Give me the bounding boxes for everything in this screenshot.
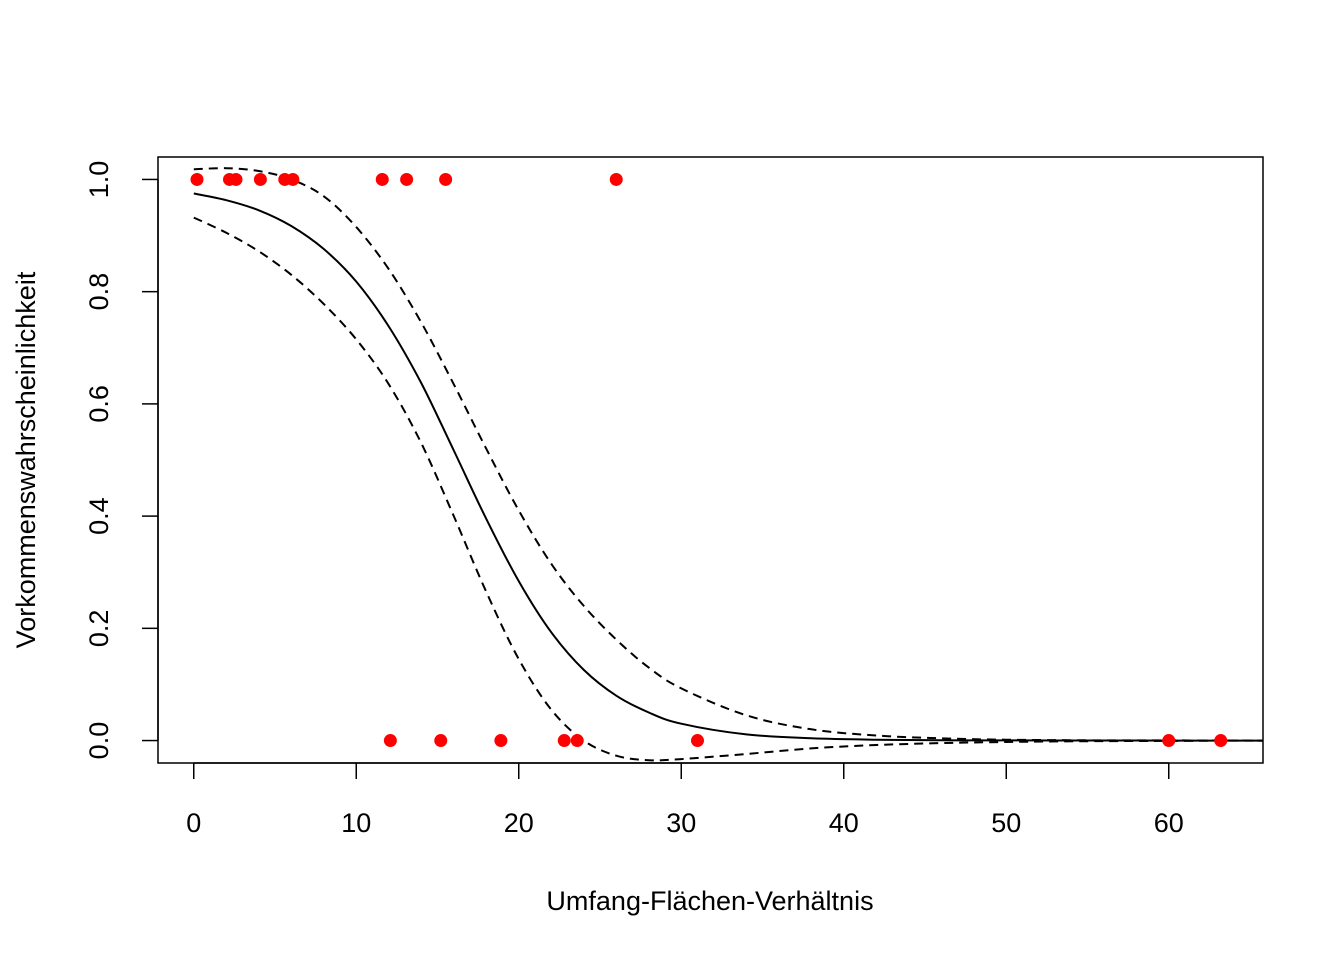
data-point bbox=[190, 172, 204, 186]
data-point bbox=[570, 734, 584, 748]
data-point bbox=[691, 734, 704, 748]
data-point bbox=[1162, 734, 1176, 748]
y-tick-label: 0.0 bbox=[84, 722, 114, 760]
data-point bbox=[286, 172, 300, 186]
x-tick-label: 50 bbox=[991, 808, 1021, 838]
data-point bbox=[253, 172, 267, 186]
data-point bbox=[383, 734, 397, 748]
y-tick-label: 0.6 bbox=[84, 385, 114, 423]
lower-confidence-band bbox=[193, 216, 1264, 762]
data-point bbox=[1214, 734, 1228, 748]
x-tick-label: 0 bbox=[186, 808, 201, 838]
y-tick-label: 0.2 bbox=[84, 610, 114, 648]
data-point bbox=[609, 172, 623, 186]
x-tick-label: 20 bbox=[504, 808, 534, 838]
x-tick-label: 40 bbox=[829, 808, 859, 838]
x-tick-label: 60 bbox=[1154, 808, 1184, 838]
x-axis-label: Umfang-Flächen-Verhältnis bbox=[546, 886, 873, 916]
upper-confidence-band bbox=[193, 167, 1264, 742]
data-point bbox=[375, 172, 389, 186]
data-point bbox=[439, 172, 453, 186]
y-tick-label: 0.8 bbox=[84, 273, 114, 311]
data-point bbox=[434, 734, 448, 748]
y-tick-label: 1.0 bbox=[84, 161, 114, 199]
data-point bbox=[229, 172, 243, 186]
data-points bbox=[190, 172, 1228, 748]
y-axis-label: Vorkommenswahrscheinlichkeit bbox=[11, 271, 41, 648]
data-point bbox=[400, 172, 414, 186]
data-point bbox=[557, 734, 571, 748]
x-tick-label: 10 bbox=[341, 808, 371, 838]
fitted-curve bbox=[193, 192, 1264, 742]
data-point bbox=[494, 734, 508, 748]
x-axis: 0 10 20 30 40 50 60 bbox=[186, 762, 1184, 838]
x-tick-label: 30 bbox=[666, 808, 696, 838]
curves bbox=[193, 167, 1264, 762]
y-axis: 0.0 0.2 0.4 0.6 0.8 1.0 bbox=[84, 161, 159, 760]
y-tick-label: 0.4 bbox=[84, 497, 114, 535]
